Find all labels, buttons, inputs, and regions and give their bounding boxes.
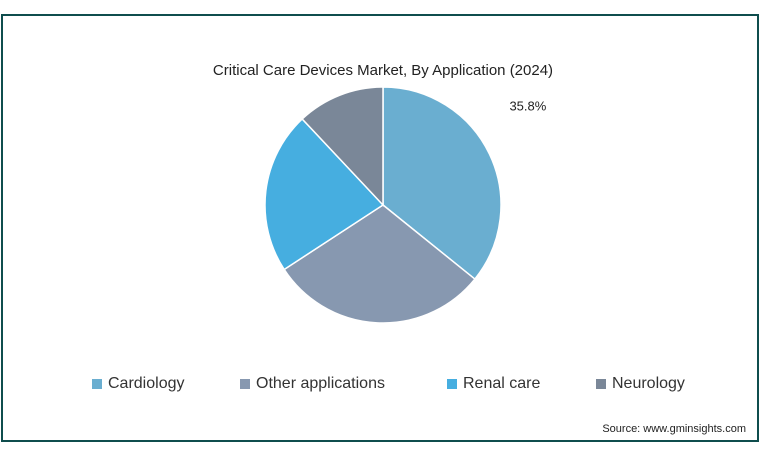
legend-swatch-other-applications [240, 379, 250, 389]
pie-slice-other-applications [283, 204, 476, 324]
legend-item-renal-care: Renal care [447, 375, 540, 393]
pie-slice-renal-care [264, 117, 385, 271]
chart-title: Critical Care Devices Market, By Applica… [212, 62, 554, 79]
pie-slice-cardiology [382, 86, 502, 281]
legend-item-other-applications: Other applications [240, 375, 385, 393]
legend-label-neurology: Neurology [612, 375, 685, 392]
source-note: Source: www.gminsights.com [602, 423, 746, 435]
data-label-cardiology: 35.8% [509, 99, 546, 114]
legend-swatch-cardiology [92, 379, 102, 389]
legend-item-cardiology: Cardiology [92, 375, 184, 393]
legend-swatch-neurology [596, 379, 606, 389]
legend-label-cardiology: Cardiology [108, 375, 185, 392]
legend-swatch-renal-care [447, 379, 457, 389]
legend-label-renal-care: Renal care [463, 375, 541, 392]
pie-slice-neurology [301, 86, 384, 207]
legend-item-neurology: Neurology [596, 375, 685, 393]
legend-label-other-applications: Other applications [256, 375, 385, 392]
legend: Cardiology Other applications Renal care… [0, 375, 766, 397]
